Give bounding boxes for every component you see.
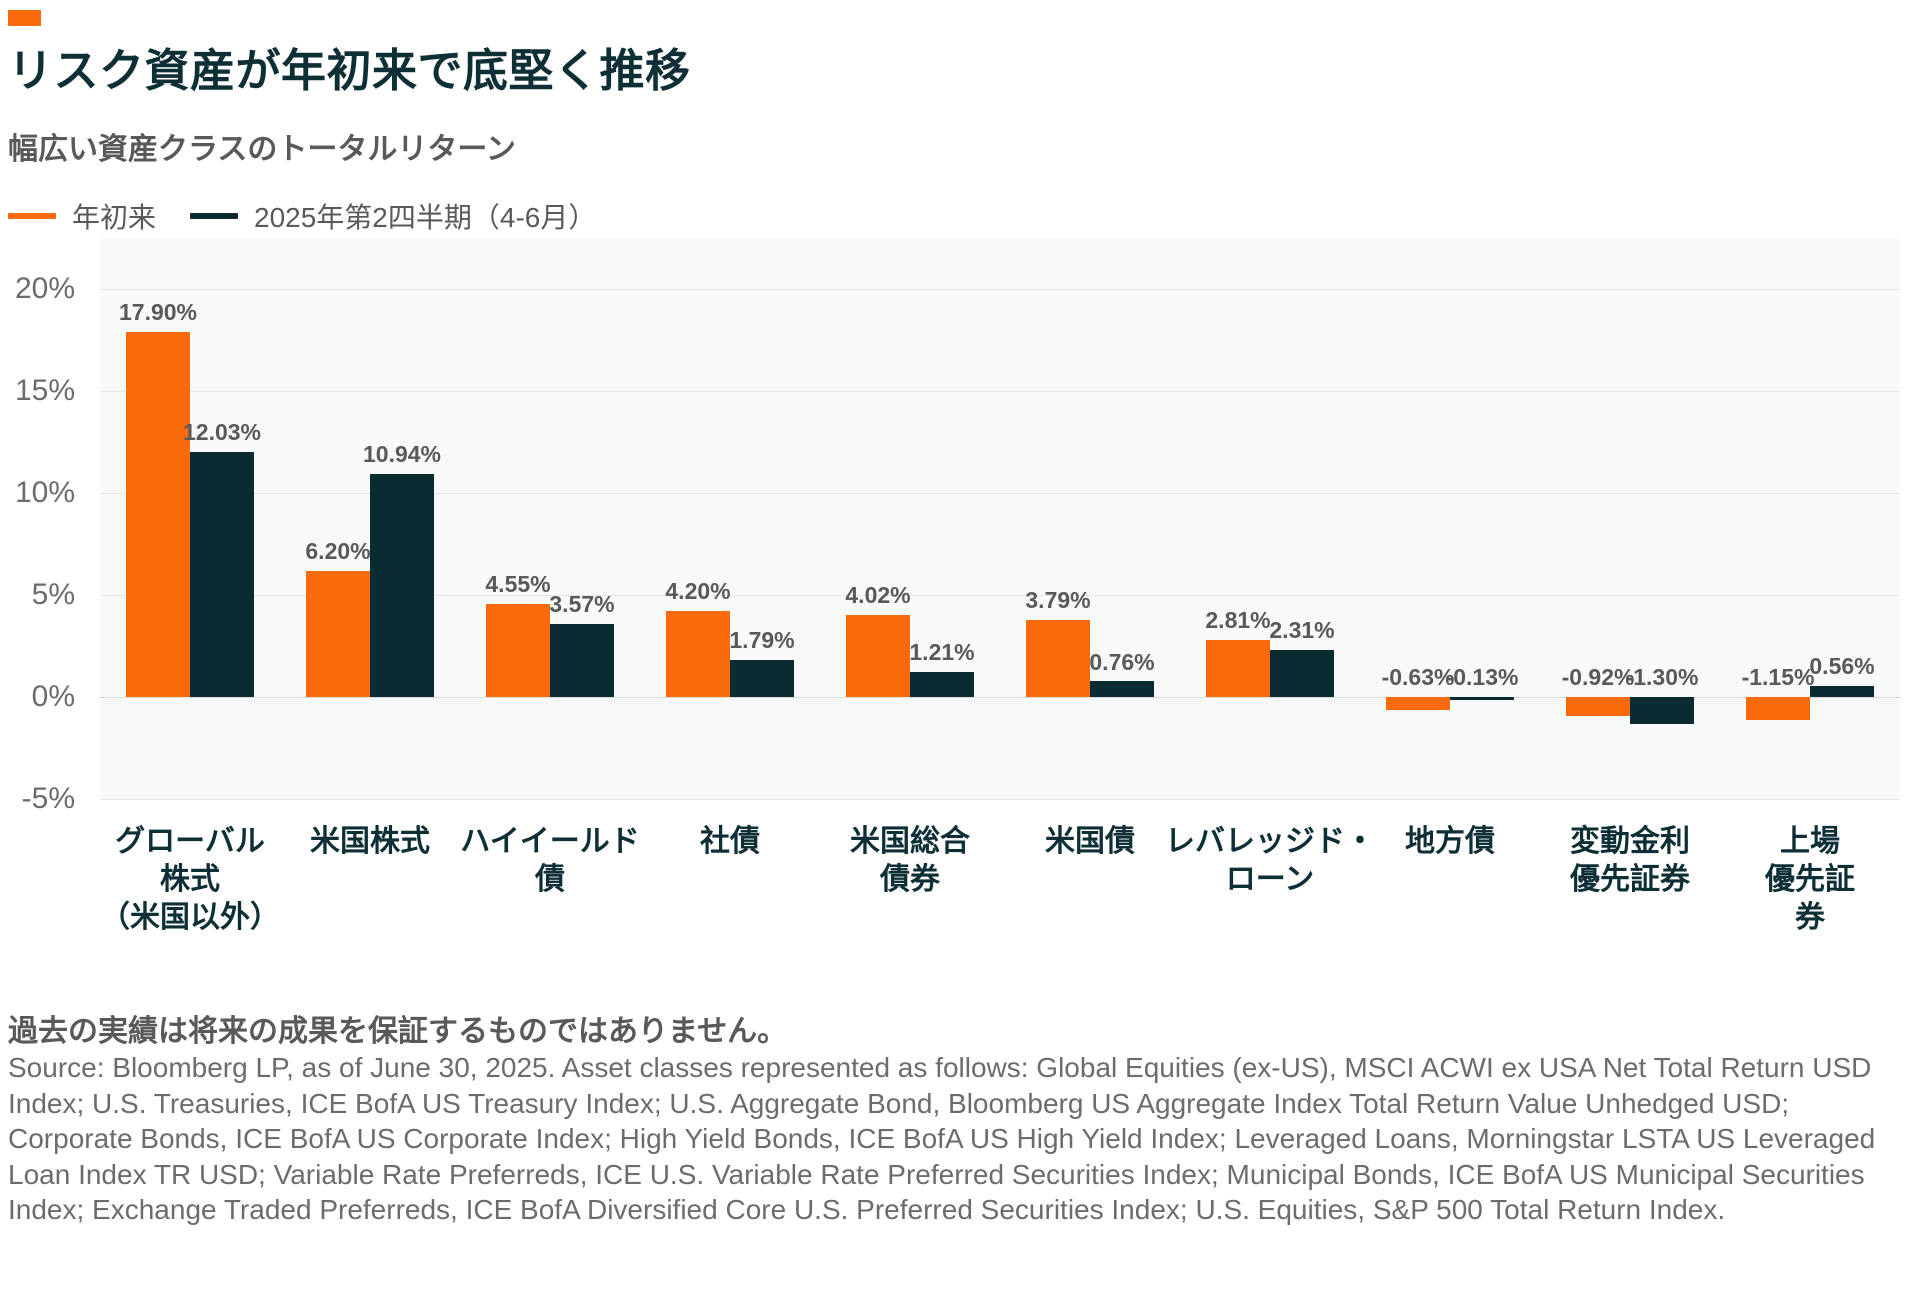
y-axis-tick-label: 0% — [31, 680, 75, 713]
legend-label-ytd: 年初来 — [72, 202, 157, 233]
bar-value-label: 10.94% — [362, 440, 442, 467]
gridline — [100, 595, 1900, 596]
bar-value-label: 2.31% — [1269, 616, 1335, 643]
bar-ytd — [1566, 697, 1630, 716]
bar-ytd — [1386, 697, 1450, 710]
bar-value-label: 3.79% — [1025, 586, 1091, 613]
x-axis-category-label: 米国債 — [1045, 825, 1135, 858]
bar-chart: 17.90% 12.03% 6.20% 10.94% 4.55% 3.57% 4.20% 1.… — [15, 238, 1900, 934]
page-title: リスク資産が年初来で底堅く推移 — [8, 45, 691, 96]
source-text: Source: Bloomberg LP, as of June 30, 202… — [8, 1052, 1876, 1226]
bar-value-label: 4.55% — [485, 571, 551, 598]
y-axis-tick-label: 20% — [14, 272, 75, 305]
bar-value-label: 12.03% — [182, 418, 262, 445]
y-axis-tick-label: 10% — [14, 476, 75, 509]
bar-value-label: 0.76% — [1089, 648, 1155, 675]
bar-value-label: -0.63% — [1381, 664, 1455, 690]
y-axis-tick-label: 15% — [14, 374, 75, 407]
bar-value-label: -0.92% — [1561, 664, 1635, 690]
bar-q2 — [1270, 649, 1334, 697]
bar-ytd — [1746, 697, 1810, 721]
x-axis: グローバル 株式 （米国以外） 米国株式 ハイイールド 債 社債 米国総合 債券 米国債レ… — [100, 823, 1900, 953]
bar-q2 — [1090, 681, 1154, 697]
bar-q2 — [730, 660, 794, 697]
accent-marker — [8, 10, 41, 26]
bar-value-label: 1.21% — [909, 639, 975, 666]
gridline — [100, 289, 1900, 290]
bar-value-label: -1.30% — [1625, 664, 1699, 690]
bar-ytd — [846, 614, 910, 697]
bar-q2 — [1630, 697, 1694, 724]
bar-value-label: 2.81% — [1205, 606, 1271, 633]
gridline — [100, 493, 1900, 494]
x-axis-category-label: 地方債 — [1405, 825, 1495, 858]
bar-value-label: -1.15% — [1741, 664, 1815, 690]
bar-ytd — [1026, 619, 1090, 697]
legend-item-q2: 2025年第2四半期（4-6月） — [190, 196, 596, 236]
x-axis-category-label: 米国総合 債券 — [850, 825, 970, 897]
bar-value-label: 17.90% — [118, 298, 198, 325]
bar-ytd — [306, 570, 370, 697]
bar-ytd — [486, 604, 550, 697]
legend-label-q2: 2025年第2四半期（4-6月） — [254, 202, 597, 233]
bar-q2 — [910, 672, 974, 697]
bar-value-label: 1.79% — [729, 627, 795, 654]
x-axis-category-label: 変動金利 優先証券 — [1570, 825, 1690, 897]
x-axis-category-label: グローバル 株式 （米国以外） — [100, 825, 280, 935]
bar-q2 — [1450, 697, 1514, 700]
bar-ytd — [666, 611, 730, 697]
bar-value-label: 3.57% — [549, 591, 615, 618]
bar-value-label: -0.13% — [1445, 664, 1519, 690]
gridline — [100, 391, 1900, 392]
chart-legend: 年初来 2025年第2四半期（4-6月） — [8, 196, 596, 236]
gridline — [100, 799, 1900, 800]
x-axis-category-label: 米国株式 — [310, 825, 430, 858]
disclaimer-text: 過去の実績は将来の成果を保証するものではありません。 — [8, 1015, 788, 1048]
chart-subtitle: 幅広い資産クラスのトータルリターン — [8, 133, 516, 166]
x-axis-category-label: 上場 優先証券 — [1765, 825, 1855, 935]
bar-ytd — [1206, 639, 1270, 697]
bar-ytd — [126, 331, 190, 697]
bar-value-label: 0.56% — [1809, 652, 1875, 679]
legend-swatch-ytd — [8, 213, 56, 219]
plot-area: 17.90% 12.03% 6.20% 10.94% 4.55% 3.57% 4.20% 1.… — [100, 238, 1900, 800]
bar-value-label: 6.20% — [305, 537, 371, 564]
bar-q2 — [550, 624, 614, 697]
bar-q2 — [190, 451, 254, 697]
y-axis-tick-label: -5% — [21, 782, 75, 815]
bar-q2 — [1810, 685, 1874, 697]
x-axis-category-label: 社債 — [700, 825, 760, 858]
y-axis-tick-label: 5% — [31, 578, 75, 611]
gridline — [100, 697, 1900, 698]
legend-swatch-q2 — [190, 213, 239, 219]
bar-value-label: 4.20% — [665, 578, 731, 605]
bar-q2 — [370, 473, 434, 697]
bar-value-label: 4.02% — [845, 582, 911, 608]
x-axis-category-label: ハイイールド 債 — [460, 825, 640, 897]
x-axis-category-label: レバレッジド・ ローン — [1165, 825, 1375, 897]
legend-item-ytd: 年初来 — [8, 196, 156, 236]
